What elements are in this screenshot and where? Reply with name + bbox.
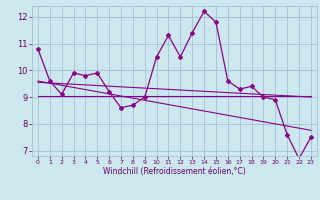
- X-axis label: Windchill (Refroidissement éolien,°C): Windchill (Refroidissement éolien,°C): [103, 167, 246, 176]
